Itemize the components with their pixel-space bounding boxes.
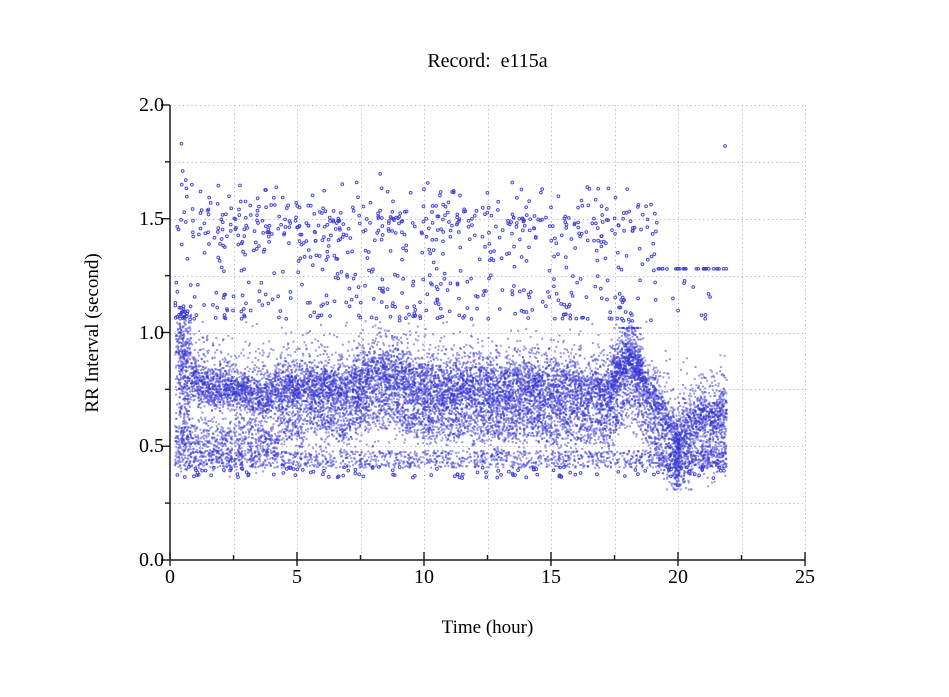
chart-title: Record: e115a — [427, 50, 548, 72]
x-tick-label: 5 — [292, 566, 302, 588]
x-tick-label: 15 — [541, 566, 561, 588]
x-tick-label: 25 — [795, 566, 815, 588]
x-tick-label: 0 — [165, 566, 175, 588]
y-tick-label: 1.0 — [139, 321, 164, 344]
y-axis-title: RR Interval (second) — [82, 253, 103, 413]
x-tick-label: 10 — [414, 566, 434, 588]
y-tick-label: 0.0 — [139, 549, 164, 571]
y-tick-label: 1.5 — [139, 207, 164, 230]
y-tick-label: 0.5 — [139, 435, 164, 458]
x-tick-label: 20 — [668, 566, 688, 588]
x-axis-title: Time (hour) — [441, 617, 534, 638]
y-tick-label: 2.0 — [139, 94, 164, 116]
